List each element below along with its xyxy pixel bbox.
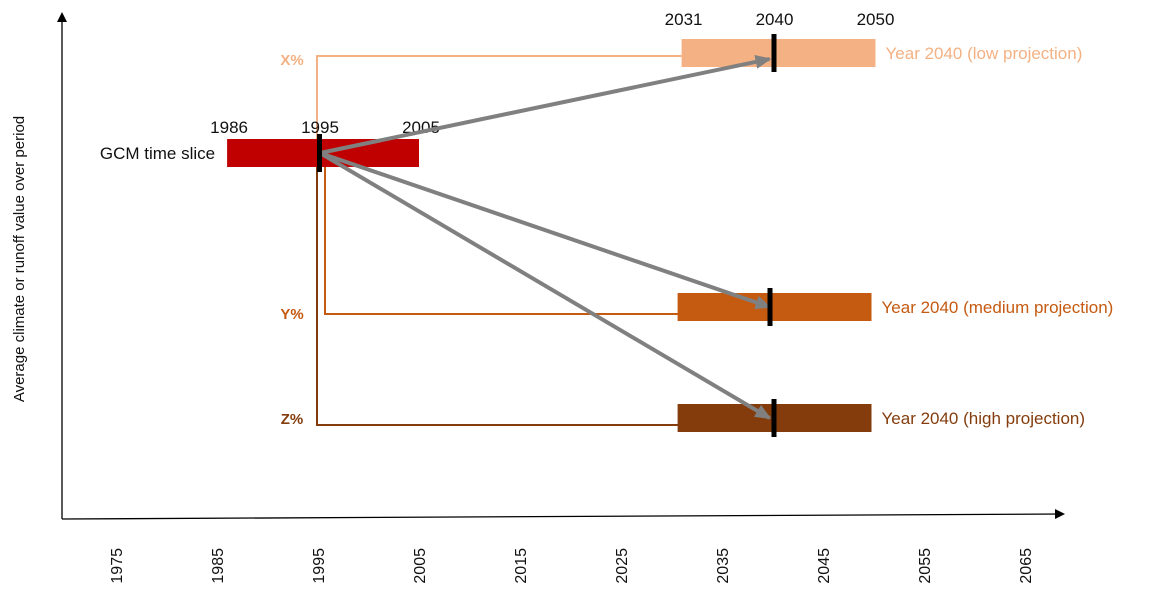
x-tick-labels: 1975 1985 1995 2005 2015 2025 2035 2045 2055 2065 [109,548,1035,584]
y-axis-label: Average climate or runoff value over per… [11,116,28,402]
low-projection-start-year: 2031 [665,10,703,29]
baseline-start-year: 1986 [210,118,248,137]
projection-arrow [318,151,772,420]
connector-lines [316,55,682,426]
projection-arrow [319,55,772,155]
connector-line [324,153,682,315]
x-tick-label: 2025 [614,548,631,584]
projection-center-marker [767,288,773,326]
x-tick-label: 2005 [412,548,429,584]
connector-line [316,55,682,153]
low-projection-end-year: 2050 [857,10,895,29]
x-tick-label: 1975 [109,548,126,584]
low-projection-label: Year 2040 (low projection) [886,44,1083,63]
projection-arrow [319,151,772,310]
gcm-time-slice-label: GCM time slice [100,144,215,163]
x-axis [61,509,1065,520]
connector-line [316,153,682,426]
medium-projection-bar [677,293,872,321]
high-projection-label: Year 2040 (high projection) [882,409,1086,428]
z-percent-label: Z% [281,411,304,428]
x-tick-label: 2055 [917,548,934,584]
projection-arrows [318,55,772,420]
x-tick-label: 2045 [816,548,833,584]
low-projection-center-year: 2040 [756,10,794,29]
baseline-center-marker [317,134,322,172]
y-percent-label: Y% [280,306,303,323]
x-tick-label: 2035 [715,548,732,584]
medium-projection-label: Year 2040 (medium projection) [882,298,1114,317]
center-year-markers [317,34,777,437]
x-percent-label: X% [280,52,303,69]
x-tick-label: 1995 [311,548,328,584]
x-tick-label: 2015 [513,548,530,584]
x-tick-label: 2065 [1018,548,1035,584]
low-projection-bar [681,39,876,67]
projection-center-marker [771,34,777,72]
x-tick-label: 1985 [210,548,227,584]
baseline-center-year: 1995 [301,118,339,137]
projection-center-marker [771,399,777,437]
